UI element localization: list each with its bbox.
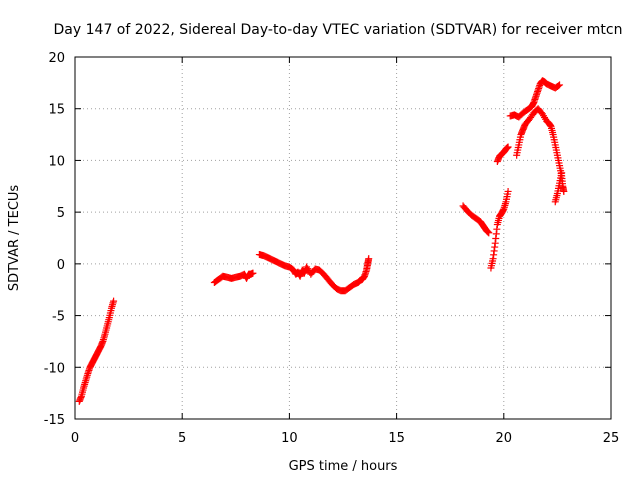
data-point (485, 229, 493, 237)
data-point (560, 187, 568, 195)
data-point (558, 169, 566, 177)
x-tick-label: 20 (496, 431, 513, 446)
chart-title: Day 147 of 2022, Sidereal Day-to-day VTE… (54, 22, 623, 38)
plot-frame (74, 56, 612, 420)
y-tick-labels: -15 -10 -5 0 5 10 15 20 (44, 51, 65, 428)
x-tick-labels: 0 5 10 15 20 25 (71, 431, 619, 446)
data-point (504, 187, 512, 195)
y-tick-label: -5 (52, 310, 65, 325)
x-tick-label: 10 (281, 431, 298, 446)
x-tick-label: 15 (388, 431, 405, 446)
data-point (110, 297, 118, 305)
data-point (365, 255, 373, 263)
data-point (556, 81, 564, 89)
grid (75, 57, 611, 419)
x-axis-label: GPS time / hours (289, 459, 398, 474)
y-tick-label: 10 (48, 154, 65, 169)
x-tick-label: 0 (71, 431, 79, 446)
y-tick-label: 20 (48, 51, 65, 66)
axis-ticks (74, 56, 612, 420)
x-tick-label: 25 (603, 431, 620, 446)
data-point (504, 143, 512, 151)
y-tick-label: 0 (57, 258, 65, 273)
data-point (554, 82, 562, 90)
y-tick-label: 15 (48, 103, 65, 118)
y-tick-label: -10 (44, 361, 65, 376)
y-tick-label: 5 (57, 206, 65, 221)
x-tick-label: 5 (178, 431, 186, 446)
y-axis-label: SDTVAR / TECUs (7, 185, 22, 292)
y-tick-label: -15 (44, 413, 65, 428)
data-point (249, 269, 257, 277)
data-points (75, 77, 568, 405)
